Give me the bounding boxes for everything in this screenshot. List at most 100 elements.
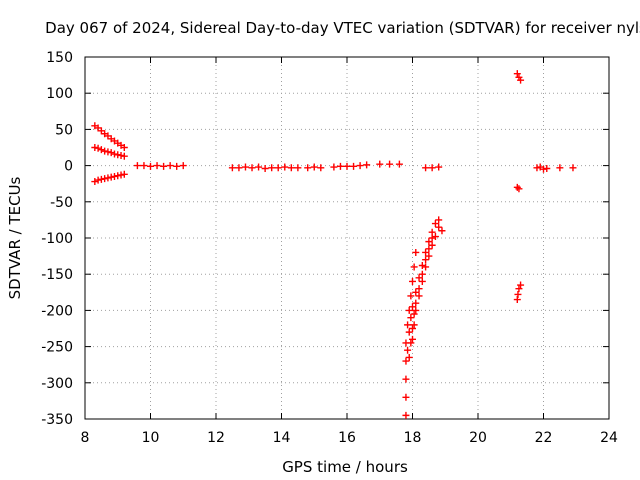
data-point xyxy=(330,163,338,171)
series-near-zero-3 xyxy=(304,160,403,172)
series-drop-4 xyxy=(404,216,443,354)
series-drop-2 xyxy=(405,223,443,361)
data-point xyxy=(569,164,577,172)
chart-title: Day 067 of 2024, Sidereal Day-to-day VTE… xyxy=(45,19,640,37)
data-point xyxy=(235,164,243,172)
data-point xyxy=(515,185,523,193)
data-point xyxy=(517,76,525,84)
data-point xyxy=(425,252,433,260)
data-point xyxy=(402,357,410,365)
data-point xyxy=(425,245,433,253)
data-point xyxy=(405,328,413,336)
data-point xyxy=(556,164,564,172)
data-point xyxy=(409,277,416,285)
data-point xyxy=(147,162,154,170)
y-tick-label: 50 xyxy=(55,122,73,138)
data-point xyxy=(97,175,105,183)
data-point xyxy=(101,175,109,183)
data-point xyxy=(412,248,420,256)
data-point xyxy=(117,171,125,179)
data-point xyxy=(114,151,122,159)
data-point xyxy=(409,335,416,343)
series-arc-b xyxy=(91,144,128,160)
data-point xyxy=(415,285,423,293)
y-tick-label: -250 xyxy=(41,340,73,356)
data-point xyxy=(120,144,128,151)
data-point xyxy=(274,164,282,172)
data-point xyxy=(166,162,174,170)
data-point xyxy=(435,223,443,231)
data-point xyxy=(431,220,439,228)
series-late-2 xyxy=(513,183,523,193)
data-point xyxy=(422,248,430,256)
data-point xyxy=(133,162,141,170)
data-point xyxy=(153,162,161,170)
y-tick-label: 150 xyxy=(46,50,73,66)
x-tick-label: 8 xyxy=(81,430,90,446)
series-near-zero-2 xyxy=(228,163,302,172)
data-point xyxy=(228,164,236,172)
data-point xyxy=(402,375,410,383)
y-tick-label: -150 xyxy=(41,267,73,283)
data-point xyxy=(101,147,109,155)
data-point xyxy=(356,162,364,170)
data-point xyxy=(94,176,102,184)
data-point xyxy=(405,306,413,314)
data-point xyxy=(425,238,433,246)
series-near-zero-1 xyxy=(133,162,187,170)
data-point xyxy=(431,233,439,241)
series-near-zero-4 xyxy=(422,163,443,172)
data-point xyxy=(533,164,541,172)
x-tick-label: 24 xyxy=(600,430,618,446)
data-point xyxy=(310,163,318,171)
y-tick-label: 0 xyxy=(64,159,73,175)
data-point xyxy=(104,174,112,182)
data-point xyxy=(438,227,446,235)
data-point xyxy=(410,321,418,329)
y-tick-label: -100 xyxy=(41,231,73,247)
y-axis-title: SDTVAR / TECUs xyxy=(6,176,24,299)
data-point xyxy=(110,150,118,158)
data-point xyxy=(513,70,521,78)
data-point xyxy=(412,299,420,307)
y-tick-label: -350 xyxy=(41,412,73,428)
x-tick-label: 10 xyxy=(142,430,160,446)
data-point xyxy=(294,164,302,172)
data-point xyxy=(120,170,128,178)
series-arc-c xyxy=(91,170,128,186)
data-point xyxy=(513,183,521,191)
data-point xyxy=(140,162,148,170)
data-point xyxy=(110,172,118,180)
data-points xyxy=(91,70,577,419)
data-point xyxy=(117,151,125,159)
y-tick-label: -50 xyxy=(50,195,73,211)
data-point xyxy=(428,164,436,172)
y-tick-label: -300 xyxy=(41,376,73,392)
data-point xyxy=(336,162,344,170)
x-tick-label: 18 xyxy=(404,430,422,446)
data-point xyxy=(268,164,276,172)
data-point xyxy=(543,164,551,172)
data-point xyxy=(409,325,416,332)
data-point xyxy=(386,160,394,168)
plot-area: 8 10 12 14 16 18 20 22 24 150 100 50 0 -50 -100 -150 -20… xyxy=(41,50,618,446)
data-point xyxy=(376,160,384,168)
series-late-4 xyxy=(533,163,577,173)
data-point xyxy=(412,306,420,314)
series-drop-1 xyxy=(402,248,420,419)
data-point xyxy=(407,339,415,347)
data-point xyxy=(418,277,426,285)
data-point xyxy=(415,292,423,300)
grid xyxy=(85,57,609,419)
data-point xyxy=(94,144,102,152)
axis-ticks: 8 10 12 14 16 18 20 22 24 150 100 50 0 -50 -100 -150 -20… xyxy=(41,50,618,446)
data-point xyxy=(428,241,436,249)
data-point xyxy=(418,270,426,278)
data-point xyxy=(402,393,410,401)
data-point xyxy=(261,164,269,172)
data-point xyxy=(107,173,115,181)
data-point xyxy=(517,281,525,289)
data-point xyxy=(410,263,418,271)
data-point xyxy=(248,164,256,172)
data-point xyxy=(409,303,416,311)
